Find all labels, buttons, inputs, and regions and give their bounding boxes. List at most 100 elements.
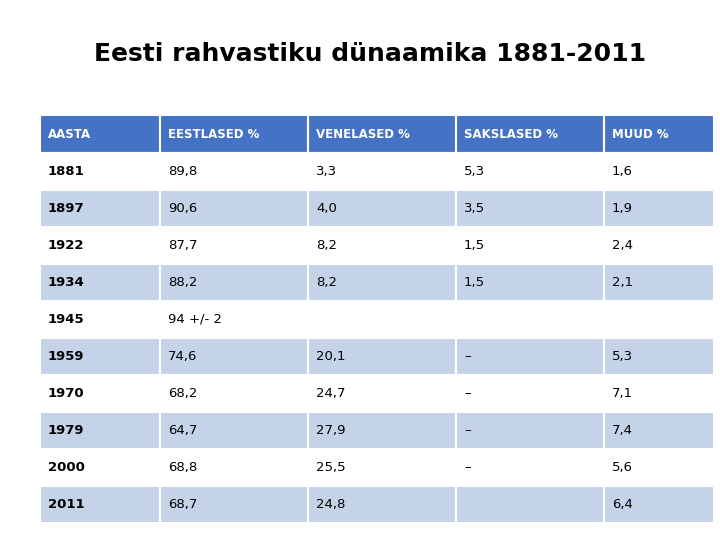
Text: 1922: 1922 [48, 239, 84, 252]
Text: 25,5: 25,5 [316, 461, 346, 474]
Bar [160, 115, 308, 153]
Text: 8,2: 8,2 [316, 239, 337, 252]
Text: 5,3: 5,3 [464, 165, 485, 178]
Text: 90,6: 90,6 [168, 202, 197, 215]
Bar [40, 153, 160, 190]
Bar [456, 301, 604, 338]
Bar [308, 486, 456, 523]
Text: 20,1: 20,1 [316, 350, 346, 363]
Bar [308, 301, 456, 338]
Bar [456, 375, 604, 412]
Bar [604, 375, 714, 412]
Text: 5,6: 5,6 [612, 461, 633, 474]
Bar [308, 115, 456, 153]
Bar [160, 486, 308, 523]
Text: –: – [464, 424, 471, 437]
Text: –: – [464, 461, 471, 474]
Text: VENELASED %: VENELASED % [316, 127, 410, 140]
Bar [604, 115, 714, 153]
Bar [160, 153, 308, 190]
Bar [160, 449, 308, 486]
Text: 3,3: 3,3 [316, 165, 337, 178]
Text: 1979: 1979 [48, 424, 84, 437]
Text: SAKSLASED %: SAKSLASED % [464, 127, 558, 140]
Bar [40, 115, 160, 153]
Bar [604, 301, 714, 338]
Text: 1881: 1881 [48, 165, 85, 178]
Bar [604, 153, 714, 190]
Bar [456, 153, 604, 190]
Bar [40, 412, 160, 449]
Text: 68,2: 68,2 [168, 387, 197, 400]
Bar [604, 227, 714, 264]
Bar [160, 375, 308, 412]
Text: MUUD %: MUUD % [612, 127, 669, 140]
Text: 87,7: 87,7 [168, 239, 197, 252]
Text: 1934: 1934 [48, 276, 85, 289]
Text: 88,2: 88,2 [168, 276, 197, 289]
Bar [308, 449, 456, 486]
Text: 7,1: 7,1 [612, 387, 633, 400]
Bar [308, 153, 456, 190]
Text: 27,9: 27,9 [316, 424, 346, 437]
Text: 1897: 1897 [48, 202, 85, 215]
Text: 24,7: 24,7 [316, 387, 346, 400]
Text: –: – [464, 387, 471, 400]
Bar [308, 227, 456, 264]
Bar [456, 190, 604, 227]
Text: 8,2: 8,2 [316, 276, 337, 289]
Bar [308, 375, 456, 412]
Bar [40, 227, 160, 264]
Bar [40, 338, 160, 375]
Bar [40, 449, 160, 486]
Text: 1945: 1945 [48, 313, 85, 326]
Text: 2,1: 2,1 [612, 276, 633, 289]
Bar [160, 412, 308, 449]
Text: AASTA: AASTA [48, 127, 91, 140]
Text: 7,4: 7,4 [612, 424, 633, 437]
Bar [604, 338, 714, 375]
Bar [40, 264, 160, 301]
Bar [604, 449, 714, 486]
Bar [456, 115, 604, 153]
Bar [308, 412, 456, 449]
Bar [456, 412, 604, 449]
Text: 89,8: 89,8 [168, 165, 197, 178]
Bar [40, 301, 160, 338]
Text: EESTLASED %: EESTLASED % [168, 127, 259, 140]
Bar [604, 412, 714, 449]
Text: 2011: 2011 [48, 498, 85, 511]
Text: Eesti rahvastiku dünaamika 1881-2011: Eesti rahvastiku dünaamika 1881-2011 [94, 42, 646, 66]
Bar [160, 338, 308, 375]
Text: 1970: 1970 [48, 387, 85, 400]
Text: 68,8: 68,8 [168, 461, 197, 474]
Bar [308, 190, 456, 227]
Bar [456, 486, 604, 523]
Text: 6,4: 6,4 [612, 498, 633, 511]
Text: 4,0: 4,0 [316, 202, 337, 215]
Text: 3,5: 3,5 [464, 202, 485, 215]
Text: 2000: 2000 [48, 461, 85, 474]
Text: 1,9: 1,9 [612, 202, 633, 215]
Bar [604, 486, 714, 523]
Bar [456, 449, 604, 486]
Bar [604, 264, 714, 301]
Bar [604, 190, 714, 227]
Bar [160, 264, 308, 301]
Bar [308, 338, 456, 375]
Bar [160, 227, 308, 264]
Text: 1,5: 1,5 [464, 276, 485, 289]
Text: 24,8: 24,8 [316, 498, 346, 511]
Bar [456, 338, 604, 375]
Text: 2,4: 2,4 [612, 239, 633, 252]
Text: 1959: 1959 [48, 350, 84, 363]
Bar [160, 190, 308, 227]
Bar [456, 227, 604, 264]
Bar [160, 301, 308, 338]
Text: –: – [464, 350, 471, 363]
Bar [308, 264, 456, 301]
Text: 1,5: 1,5 [464, 239, 485, 252]
Bar [40, 190, 160, 227]
Bar [40, 486, 160, 523]
Text: 64,7: 64,7 [168, 424, 197, 437]
